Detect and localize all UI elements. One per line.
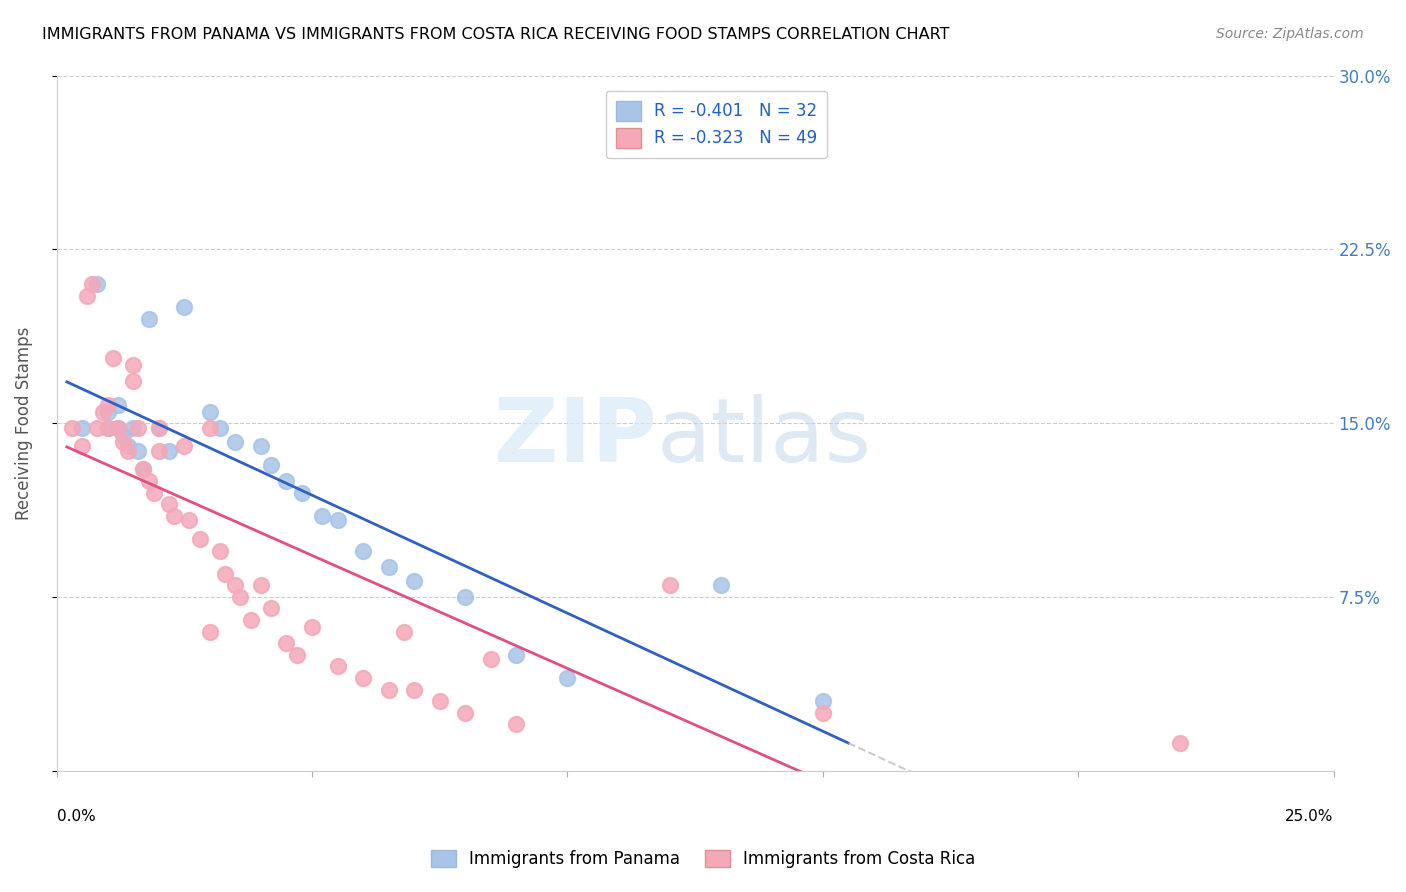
Point	[148, 444, 170, 458]
Point	[229, 590, 252, 604]
Point	[250, 578, 273, 592]
Point	[198, 404, 221, 418]
Point	[132, 462, 155, 476]
Point	[111, 434, 134, 449]
Point	[86, 277, 108, 291]
Point	[214, 566, 236, 581]
Point	[111, 427, 134, 442]
Point	[107, 421, 129, 435]
Point	[70, 439, 93, 453]
Point	[138, 311, 160, 326]
Point	[122, 421, 145, 435]
Point	[377, 559, 399, 574]
Point	[557, 671, 579, 685]
Point	[301, 620, 323, 634]
Point	[163, 508, 186, 523]
Point	[811, 694, 834, 708]
Point	[148, 421, 170, 435]
Point	[260, 601, 283, 615]
Point	[117, 439, 139, 453]
Point	[311, 508, 333, 523]
Point	[142, 485, 165, 500]
Point	[82, 277, 104, 291]
Point	[326, 659, 349, 673]
Point	[479, 652, 502, 666]
Point	[326, 513, 349, 527]
Point	[107, 398, 129, 412]
Point	[250, 439, 273, 453]
Point	[276, 636, 298, 650]
Point	[392, 624, 415, 639]
Point	[710, 578, 733, 592]
Point	[404, 574, 426, 588]
Point	[97, 398, 120, 412]
Point	[148, 421, 170, 435]
Point	[132, 462, 155, 476]
Point	[127, 421, 149, 435]
Point	[454, 706, 477, 720]
Point	[188, 532, 211, 546]
Point	[97, 421, 120, 435]
Legend: R = -0.401   N = 32, R = -0.323   N = 49: R = -0.401 N = 32, R = -0.323 N = 49	[606, 91, 827, 158]
Point	[224, 434, 246, 449]
Point	[224, 578, 246, 592]
Point	[173, 300, 195, 314]
Point	[505, 717, 527, 731]
Point	[198, 421, 221, 435]
Point	[122, 375, 145, 389]
Point	[157, 444, 180, 458]
Point	[76, 288, 98, 302]
Text: ZIP: ZIP	[494, 393, 657, 481]
Point	[117, 444, 139, 458]
Point	[260, 458, 283, 472]
Point	[157, 497, 180, 511]
Point	[173, 439, 195, 453]
Text: IMMIGRANTS FROM PANAMA VS IMMIGRANTS FROM COSTA RICA RECEIVING FOOD STAMPS CORRE: IMMIGRANTS FROM PANAMA VS IMMIGRANTS FRO…	[42, 27, 949, 42]
Point	[352, 543, 374, 558]
Point	[91, 404, 114, 418]
Text: 0.0%: 0.0%	[56, 809, 96, 824]
Point	[811, 706, 834, 720]
Point	[138, 474, 160, 488]
Point	[198, 624, 221, 639]
Point	[209, 421, 232, 435]
Point	[285, 648, 308, 662]
Point	[70, 421, 93, 435]
Text: 25.0%: 25.0%	[1285, 809, 1333, 824]
Point	[239, 613, 262, 627]
Point	[179, 513, 201, 527]
Point	[60, 421, 83, 435]
Point	[97, 404, 120, 418]
Text: Source: ZipAtlas.com: Source: ZipAtlas.com	[1216, 27, 1364, 41]
Point	[122, 358, 145, 372]
Point	[429, 694, 451, 708]
Point	[107, 421, 129, 435]
Point	[377, 682, 399, 697]
Point	[276, 474, 298, 488]
Point	[97, 421, 120, 435]
Text: atlas: atlas	[657, 393, 872, 481]
Legend: Immigrants from Panama, Immigrants from Costa Rica: Immigrants from Panama, Immigrants from …	[423, 843, 983, 875]
Point	[1168, 736, 1191, 750]
Point	[658, 578, 681, 592]
Point	[209, 543, 232, 558]
Y-axis label: Receiving Food Stamps: Receiving Food Stamps	[15, 326, 32, 520]
Point	[101, 351, 124, 366]
Point	[352, 671, 374, 685]
Point	[404, 682, 426, 697]
Point	[454, 590, 477, 604]
Point	[127, 444, 149, 458]
Point	[291, 485, 314, 500]
Point	[505, 648, 527, 662]
Point	[86, 421, 108, 435]
